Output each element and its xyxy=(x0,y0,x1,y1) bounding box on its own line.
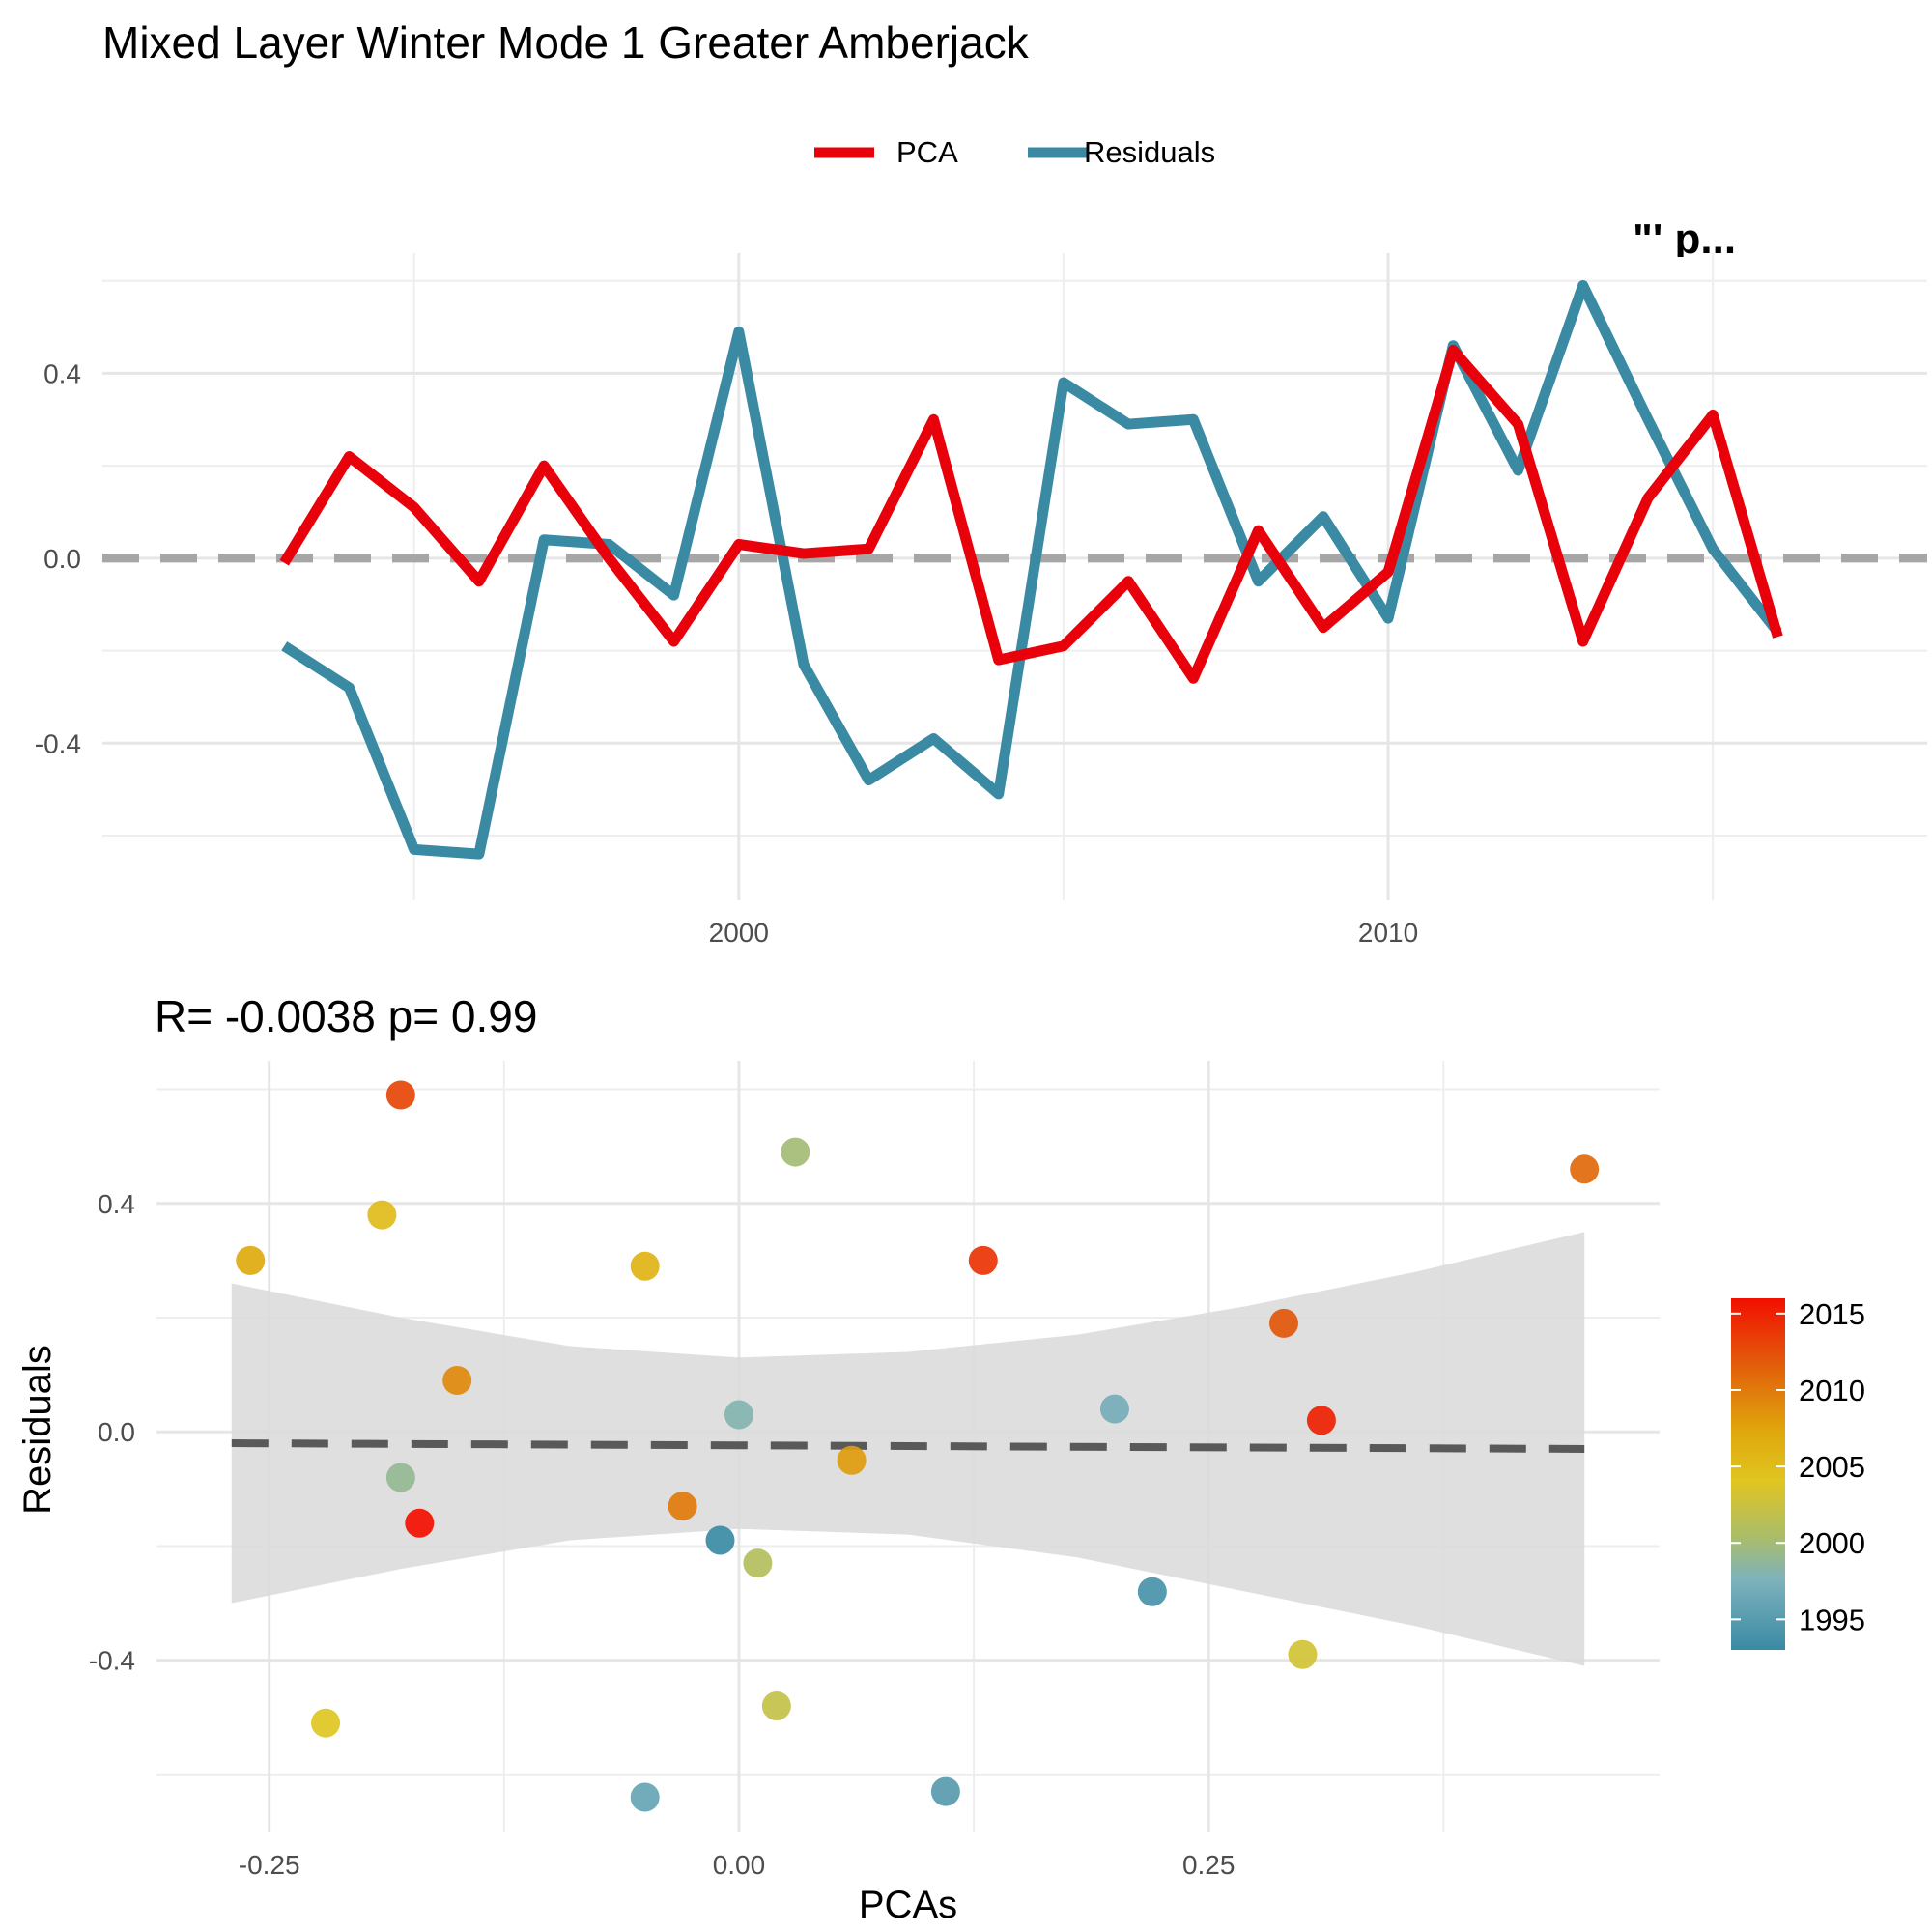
scatter-tick-labels: -0.25 0.00 0.25 0.4 0.0 -0.4 xyxy=(89,1189,1236,1880)
colorbar-ticks: 2015 2010 2005 2000 1995 xyxy=(1731,1297,1865,1636)
scatter-point xyxy=(1288,1639,1318,1669)
x-axis-label: PCAs xyxy=(859,1884,957,1926)
scatter-point xyxy=(442,1366,472,1396)
scatter-point xyxy=(1269,1308,1298,1338)
colorbar-tick-label: 2015 xyxy=(1799,1297,1865,1331)
scatter-point xyxy=(405,1508,435,1538)
scatter-point xyxy=(311,1708,341,1738)
scatter-point xyxy=(1570,1154,1600,1184)
time-series-panel: 2000 2010 0.4 0.0 -0.4 "' p... xyxy=(35,215,1927,948)
scatter-point xyxy=(1306,1406,1336,1435)
y-tick-label: 0.4 xyxy=(43,358,81,388)
series-line-pca xyxy=(279,345,1783,684)
legend-residuals-label: Residuals xyxy=(1084,135,1215,169)
y-tick-label: -0.4 xyxy=(89,1646,135,1676)
time-series-grid xyxy=(102,253,1927,900)
colorbar-gradient xyxy=(1731,1298,1785,1650)
x-tick-label: 0.00 xyxy=(713,1850,766,1880)
x-tick-label: -0.25 xyxy=(239,1850,300,1880)
scatter-panel: R= -0.0038 p= 0.99 -0.25 0.00 0.250.40.0-0… xyxy=(16,991,1660,1926)
y-tick-label: 0.0 xyxy=(43,544,81,574)
scatter-point xyxy=(630,1251,660,1281)
y-tick-label: 0.4 xyxy=(98,1189,135,1219)
scatter-point xyxy=(761,1690,791,1720)
scatter-point xyxy=(630,1782,660,1812)
time-series-tick-labels: 2000 2010 0.4 0.0 -0.4 xyxy=(35,358,1418,948)
legend: PCA Residuals xyxy=(814,135,1215,169)
scatter-point xyxy=(668,1492,697,1521)
scatter-point xyxy=(705,1525,735,1555)
scatter-point xyxy=(743,1548,773,1578)
scatter-point xyxy=(1137,1577,1167,1606)
corner-annotation: "' p... xyxy=(1633,215,1736,263)
y-tick-label: 0.0 xyxy=(98,1417,135,1447)
scatter-point xyxy=(1099,1394,1129,1424)
scatter-title: R= -0.0038 p= 0.99 xyxy=(155,991,537,1041)
colorbar: 2015 2010 2005 2000 1995 xyxy=(1731,1297,1865,1650)
scatter-point xyxy=(781,1137,810,1167)
legend-pca-label: PCA xyxy=(896,135,958,169)
colorbar-tick-label: 2010 xyxy=(1799,1374,1865,1407)
colorbar-tick-label: 1995 xyxy=(1799,1603,1865,1636)
scatter-point xyxy=(930,1776,960,1806)
colorbar-tick-label: 2005 xyxy=(1799,1450,1865,1484)
y-tick-label: -0.4 xyxy=(35,728,81,758)
scatter-point xyxy=(367,1200,397,1230)
series-line-residuals xyxy=(281,280,1782,860)
scatter-point xyxy=(837,1445,867,1475)
scatter-point xyxy=(724,1400,753,1430)
figure-title: Mixed Layer Winter Mode 1 Greater Amberj… xyxy=(102,17,1030,68)
colorbar-tick-label: 2000 xyxy=(1799,1526,1865,1560)
x-tick-label: 2010 xyxy=(1358,918,1418,948)
scatter-point xyxy=(968,1245,998,1275)
y-axis-label: Residuals xyxy=(16,1345,59,1515)
scatter-point xyxy=(385,1080,415,1110)
regression-line xyxy=(231,1439,1585,1453)
scatter-point xyxy=(236,1245,266,1275)
scatter-points xyxy=(236,1080,1600,1812)
x-tick-label: 0.25 xyxy=(1182,1850,1236,1880)
scatter-point xyxy=(385,1463,415,1492)
x-tick-label: 2000 xyxy=(709,918,769,948)
